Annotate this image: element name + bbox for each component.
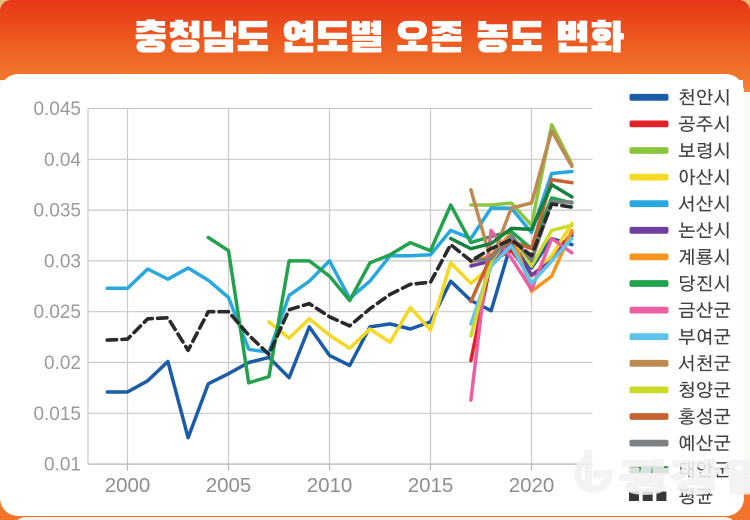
svg-text:2000: 2000 [105, 474, 151, 497]
svg-text:0.035: 0.035 [33, 201, 81, 222]
svg-text:0.04: 0.04 [44, 150, 81, 171]
svg-text:0.03: 0.03 [44, 251, 81, 272]
svg-text:2015: 2015 [408, 474, 454, 497]
svg-text:0.025: 0.025 [33, 302, 81, 323]
svg-text:2020: 2020 [509, 474, 555, 497]
svg-text:2005: 2005 [206, 474, 252, 497]
svg-text:0.01: 0.01 [44, 455, 81, 476]
svg-text:2010: 2010 [307, 474, 353, 497]
svg-text:0.045: 0.045 [33, 99, 81, 120]
svg-text:0.015: 0.015 [33, 404, 81, 425]
svg-text:0.02: 0.02 [44, 353, 81, 374]
